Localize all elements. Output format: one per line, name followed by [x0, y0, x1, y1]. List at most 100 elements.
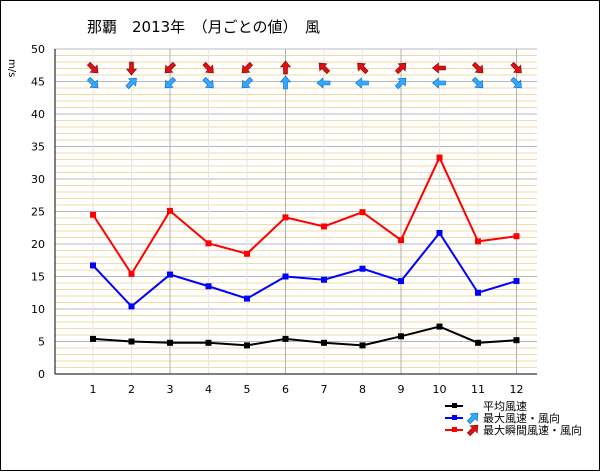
- data-point: [513, 337, 520, 344]
- gust-direction-arrow-icon: [318, 62, 331, 75]
- wind-direction-arrow-icon: [394, 77, 407, 90]
- gust-direction-arrow-icon: [202, 61, 214, 74]
- y-tick-label: 40: [31, 108, 45, 121]
- y-tick-label: 35: [31, 141, 45, 154]
- wind-direction-arrow-icon: [202, 76, 214, 89]
- legend-label-avg: 平均風速: [483, 400, 527, 413]
- wind-direction-arrow-icon: [164, 76, 177, 89]
- wind-direction-arrow-icon: [510, 76, 522, 89]
- data-point: [398, 237, 404, 244]
- data-point: [244, 295, 250, 302]
- data-point: [359, 209, 366, 216]
- wind-direction-icons: [86, 60, 522, 90]
- x-tick-label: 10: [433, 383, 447, 396]
- legend-item-max-gust: 最大瞬間風速・風向: [445, 423, 582, 437]
- data-point: [167, 271, 173, 278]
- series-line-0: [92, 325, 517, 347]
- data-point: [128, 303, 135, 310]
- y-tick-label: 10: [31, 303, 45, 316]
- series-lines: [90, 154, 520, 349]
- y-axis-unit-label: m/s: [6, 59, 17, 77]
- y-tick-label: 30: [31, 173, 45, 186]
- arrow-shape: [471, 76, 484, 89]
- y-tick-label: 50: [31, 43, 45, 56]
- arrow-shape: [241, 76, 254, 89]
- gust-direction-arrow-icon: [125, 61, 138, 76]
- data-point: [167, 207, 173, 214]
- data-point: [321, 223, 327, 230]
- x-tick-label: 8: [359, 383, 366, 396]
- data-point: [398, 333, 404, 340]
- arrow-shape: [432, 62, 446, 74]
- legend-label-max-wind: 最大風速・風向: [483, 411, 560, 425]
- wind-direction-arrow-icon: [355, 77, 369, 89]
- y-tick-label: 15: [31, 271, 45, 284]
- series-line-2: [92, 155, 517, 276]
- data-point: [244, 250, 250, 257]
- gust-direction-arrow-icon: [510, 61, 522, 74]
- x-tick-label: 9: [398, 383, 405, 396]
- y-tick-label: 0: [38, 368, 45, 381]
- data-point: [436, 154, 443, 161]
- wind-direction-arrow-icon: [125, 77, 137, 90]
- data-point: [513, 233, 520, 240]
- gust-direction-arrow-icon: [164, 61, 177, 74]
- data-point: [282, 214, 289, 221]
- arrow-shape: [318, 62, 331, 75]
- data-point: [475, 289, 481, 296]
- data-point: [90, 262, 96, 269]
- data-point: [128, 270, 135, 277]
- x-tick-label: 7: [321, 383, 328, 396]
- gust-direction-arrow-icon: [471, 61, 484, 74]
- data-point: [398, 278, 404, 285]
- y-tick-label: 45: [31, 76, 45, 89]
- arrow-shape: [394, 77, 407, 90]
- wind-direction-arrow-icon: [86, 76, 99, 89]
- arrow-shape: [241, 61, 254, 74]
- arrow-shape: [471, 61, 484, 74]
- legend-max-gust-arrow-icon: [466, 424, 479, 437]
- data-point: [436, 323, 443, 330]
- data-point: [244, 342, 250, 349]
- data-point: [205, 240, 212, 247]
- data-point: [475, 238, 481, 245]
- arrow-shape: [164, 61, 177, 74]
- legend: 平均風速 最大風速・風向 最大瞬間風速・風向: [445, 400, 582, 437]
- grid: [55, 48, 537, 375]
- arrow-shape: [279, 75, 292, 90]
- x-tick-label: 6: [282, 383, 289, 396]
- data-point: [513, 278, 520, 285]
- data-point: [282, 273, 289, 280]
- data-point: [359, 342, 366, 349]
- data-point: [167, 339, 173, 346]
- wind-direction-arrow-icon: [316, 77, 331, 89]
- gust-direction-arrow-icon: [357, 62, 369, 75]
- x-tick-label: 2: [128, 383, 135, 396]
- x-tick-label: 5: [244, 383, 251, 396]
- arrow-shape: [432, 77, 446, 89]
- wind-direction-arrow-icon: [432, 77, 446, 89]
- wind-direction-arrow-icon: [471, 76, 484, 89]
- legend-label-max-gust: 最大瞬間風速・風向: [483, 423, 582, 437]
- y-tick-label: 25: [31, 206, 45, 219]
- legend-item-avg: 平均風速: [445, 400, 527, 413]
- wind-direction-arrow-icon: [241, 76, 254, 89]
- data-point: [282, 335, 289, 342]
- data-point: [359, 265, 366, 272]
- x-tick-label: 11: [471, 383, 485, 396]
- gust-direction-arrow-icon: [279, 60, 292, 75]
- arrow-shape: [279, 60, 292, 75]
- gust-direction-arrow-icon: [86, 61, 99, 74]
- arrow-shape: [86, 76, 99, 89]
- arrow-shape: [125, 77, 137, 90]
- legend-item-max-wind: 最大風速・風向: [445, 411, 560, 425]
- data-point: [90, 211, 96, 218]
- wind-direction-arrow-icon: [279, 75, 292, 90]
- x-tick-label: 4: [205, 383, 212, 396]
- arrow-shape: [510, 76, 522, 89]
- gust-direction-arrow-icon: [394, 62, 407, 75]
- arrow-shape: [202, 61, 214, 74]
- arrow-shape: [316, 77, 331, 89]
